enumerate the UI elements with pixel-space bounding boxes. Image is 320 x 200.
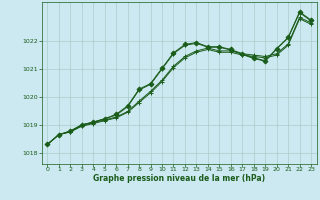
X-axis label: Graphe pression niveau de la mer (hPa): Graphe pression niveau de la mer (hPa) [93, 174, 265, 183]
